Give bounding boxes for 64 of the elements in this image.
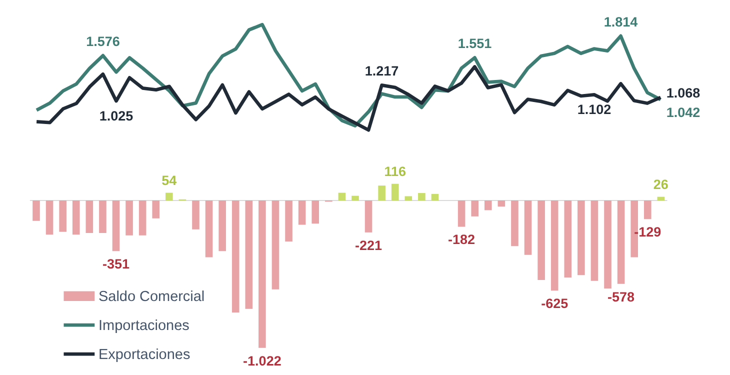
data-label: -351 [102, 256, 130, 272]
bar [550, 200, 558, 291]
data-label: 1.814 [604, 14, 638, 30]
legend-label: Saldo Comercial [98, 288, 205, 305]
bar [498, 200, 506, 207]
bar [72, 200, 80, 235]
data-label: 54 [162, 173, 178, 188]
bar [86, 200, 94, 233]
bar [205, 200, 213, 258]
bar [578, 200, 585, 276]
data-label: 1.042 [666, 105, 700, 120]
data-label: -625 [541, 296, 569, 312]
data-label: -221 [355, 238, 383, 253]
bar [484, 200, 492, 210]
bar [272, 200, 280, 290]
data-label: 1.217 [364, 64, 399, 79]
bar [245, 200, 253, 309]
bar [338, 192, 346, 201]
data-label: 1.102 [577, 102, 612, 117]
data-label: -182 [448, 232, 476, 248]
bar [112, 200, 120, 252]
data-label: 116 [384, 164, 406, 180]
bar [152, 200, 160, 218]
bar [431, 194, 439, 201]
bar [126, 200, 133, 236]
bar [232, 200, 240, 312]
bar [524, 200, 532, 255]
bar [32, 200, 40, 221]
bar [285, 200, 292, 242]
bar [418, 193, 426, 201]
bar [46, 200, 54, 235]
bar [511, 200, 518, 246]
bar [644, 200, 652, 220]
legend-label: Exportaciones [98, 346, 190, 363]
data-label: -129 [634, 224, 662, 240]
bar [138, 200, 146, 236]
bar [590, 200, 598, 281]
data-label: 1.025 [99, 108, 134, 124]
bar [378, 186, 386, 201]
data-label: 1.551 [458, 36, 492, 52]
bar [218, 200, 226, 252]
bar [192, 200, 200, 230]
bar [538, 200, 545, 280]
bar [617, 200, 625, 284]
bar [258, 200, 266, 348]
legend-label: Importaciones [98, 318, 190, 334]
data-label: 1.576 [86, 34, 120, 49]
bar [59, 200, 66, 232]
bar [364, 200, 372, 232]
bar [312, 200, 320, 224]
bar [352, 196, 359, 201]
bar [166, 192, 173, 201]
bar [458, 200, 466, 227]
bar [564, 200, 572, 278]
data-label: -578 [608, 289, 636, 304]
data-label: -1.022 [243, 353, 282, 368]
bar [404, 196, 412, 201]
bar [604, 200, 612, 289]
bar [391, 184, 399, 201]
data-label: 26 [653, 177, 669, 192]
bar [298, 200, 306, 225]
data-label: 1.068 [666, 85, 701, 100]
bar [99, 200, 106, 233]
bar [471, 200, 479, 216]
